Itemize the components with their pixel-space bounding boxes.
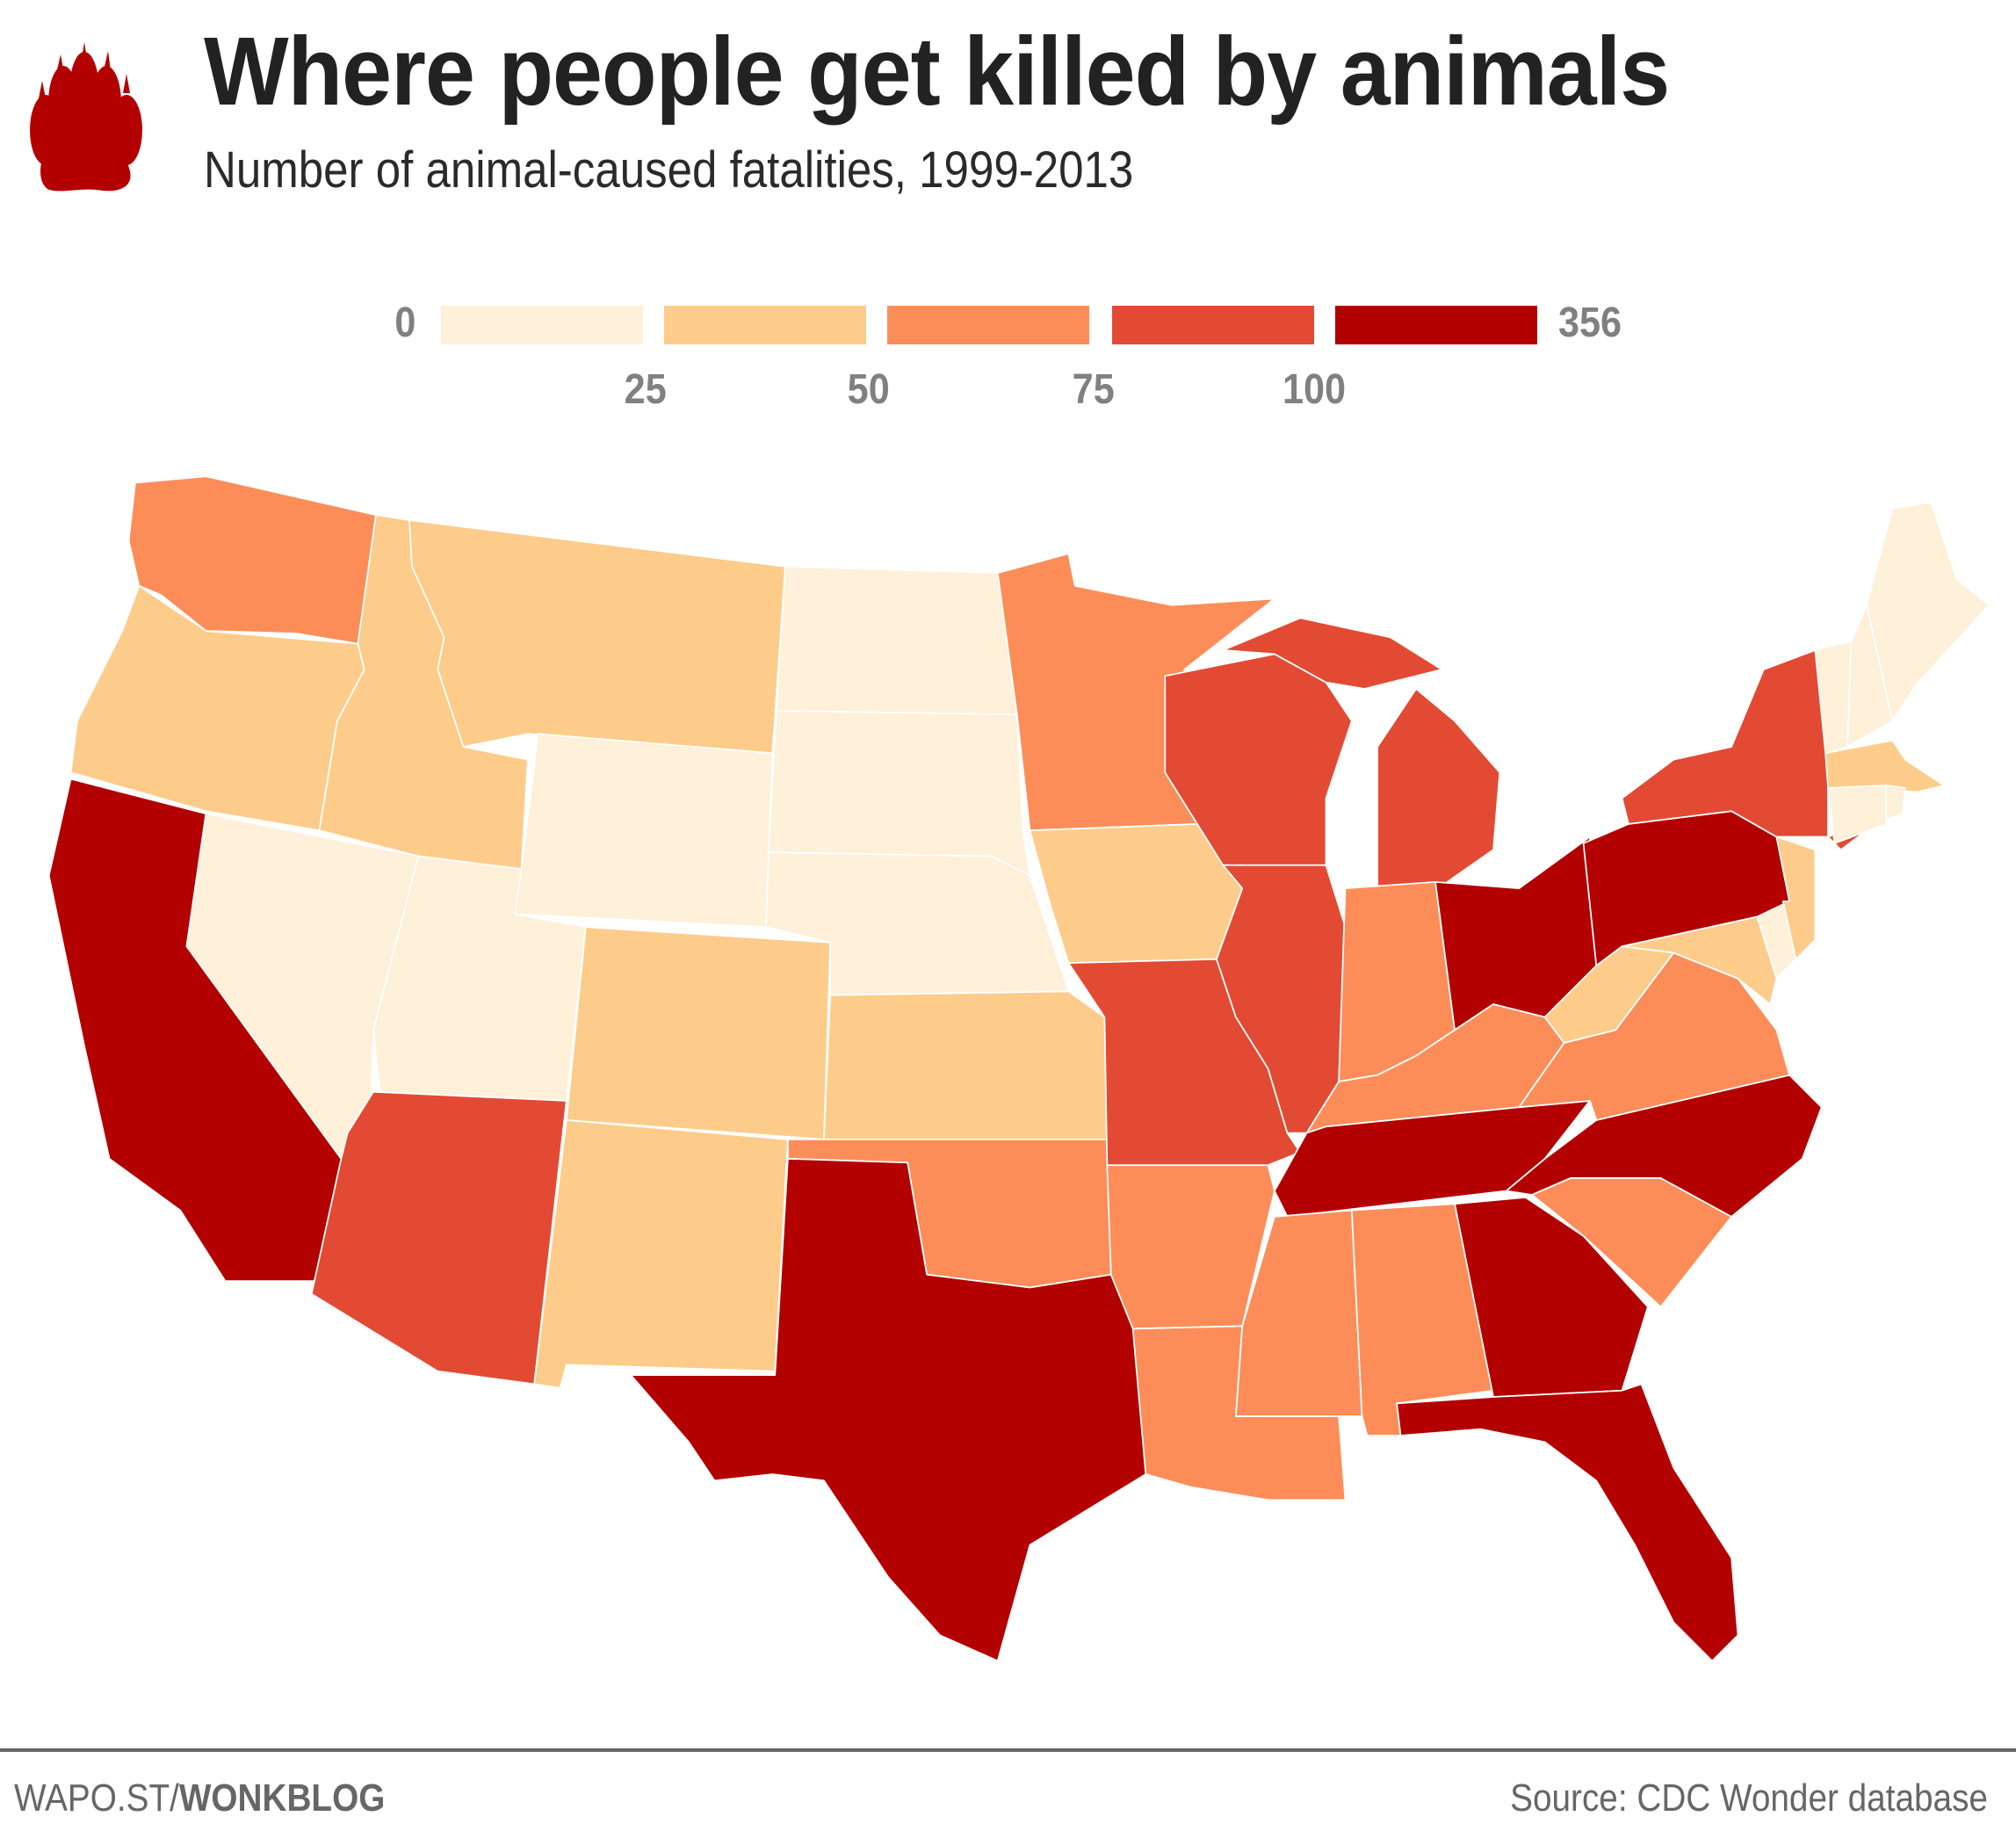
color-legend: 0 356 25 50 75 100 [0, 299, 2016, 430]
state-IL[interactable] [1216, 864, 1347, 1134]
state-AZ[interactable] [310, 1090, 567, 1386]
legend-swatch-100-356 [1335, 306, 1537, 344]
chart-subtitle: Number of animal-caused fatalities, 1999… [204, 141, 1134, 199]
footer-credit-prefix: WAPO.ST/ [14, 1776, 179, 1820]
state-CT[interactable] [1827, 785, 1887, 844]
state-TX[interactable] [630, 1158, 1147, 1662]
legend-break-75: 75 [1072, 366, 1115, 413]
footer-credit-brand: WONKBLOG [178, 1776, 386, 1820]
state-ND[interactable] [775, 565, 1018, 716]
legend-break-50: 50 [847, 366, 890, 413]
legend-swatch-50-75 [887, 306, 1089, 344]
state-KS[interactable] [823, 990, 1109, 1140]
state-NC[interactable] [1505, 1074, 1823, 1218]
state-SD[interactable] [768, 710, 1031, 877]
footer-source: Source: CDC Wonder database [1510, 1776, 1988, 1820]
state-WA[interactable] [127, 475, 377, 645]
bear-paw-icon [30, 42, 142, 192]
state-NJ[interactable] [1775, 836, 1817, 960]
state-UT[interactable] [372, 855, 587, 1102]
chart-title: Where people get killed by animals [204, 18, 1670, 126]
footer-credit: WAPO.ST/WONKBLOG [14, 1776, 385, 1820]
footer-divider [0, 1748, 2016, 1752]
state-RI[interactable] [1885, 785, 1906, 820]
legend-break-100: 100 [1283, 366, 1347, 413]
state-CO[interactable] [565, 926, 832, 1140]
state-ME[interactable] [1866, 501, 1991, 722]
legend-swatch-25-50 [664, 306, 866, 344]
state-MT[interactable] [408, 519, 786, 755]
legend-min-label: 0 [394, 300, 416, 346]
state-NM[interactable] [533, 1119, 789, 1389]
legend-break-25: 25 [624, 366, 667, 413]
legend-swatch-75-100 [1112, 306, 1314, 344]
legend-max-label: 356 [1558, 300, 1622, 346]
legend-swatch-0-25 [441, 306, 643, 344]
state-WY[interactable] [514, 733, 774, 929]
state-FL[interactable] [1396, 1383, 1739, 1662]
state-MN[interactable] [996, 553, 1275, 832]
